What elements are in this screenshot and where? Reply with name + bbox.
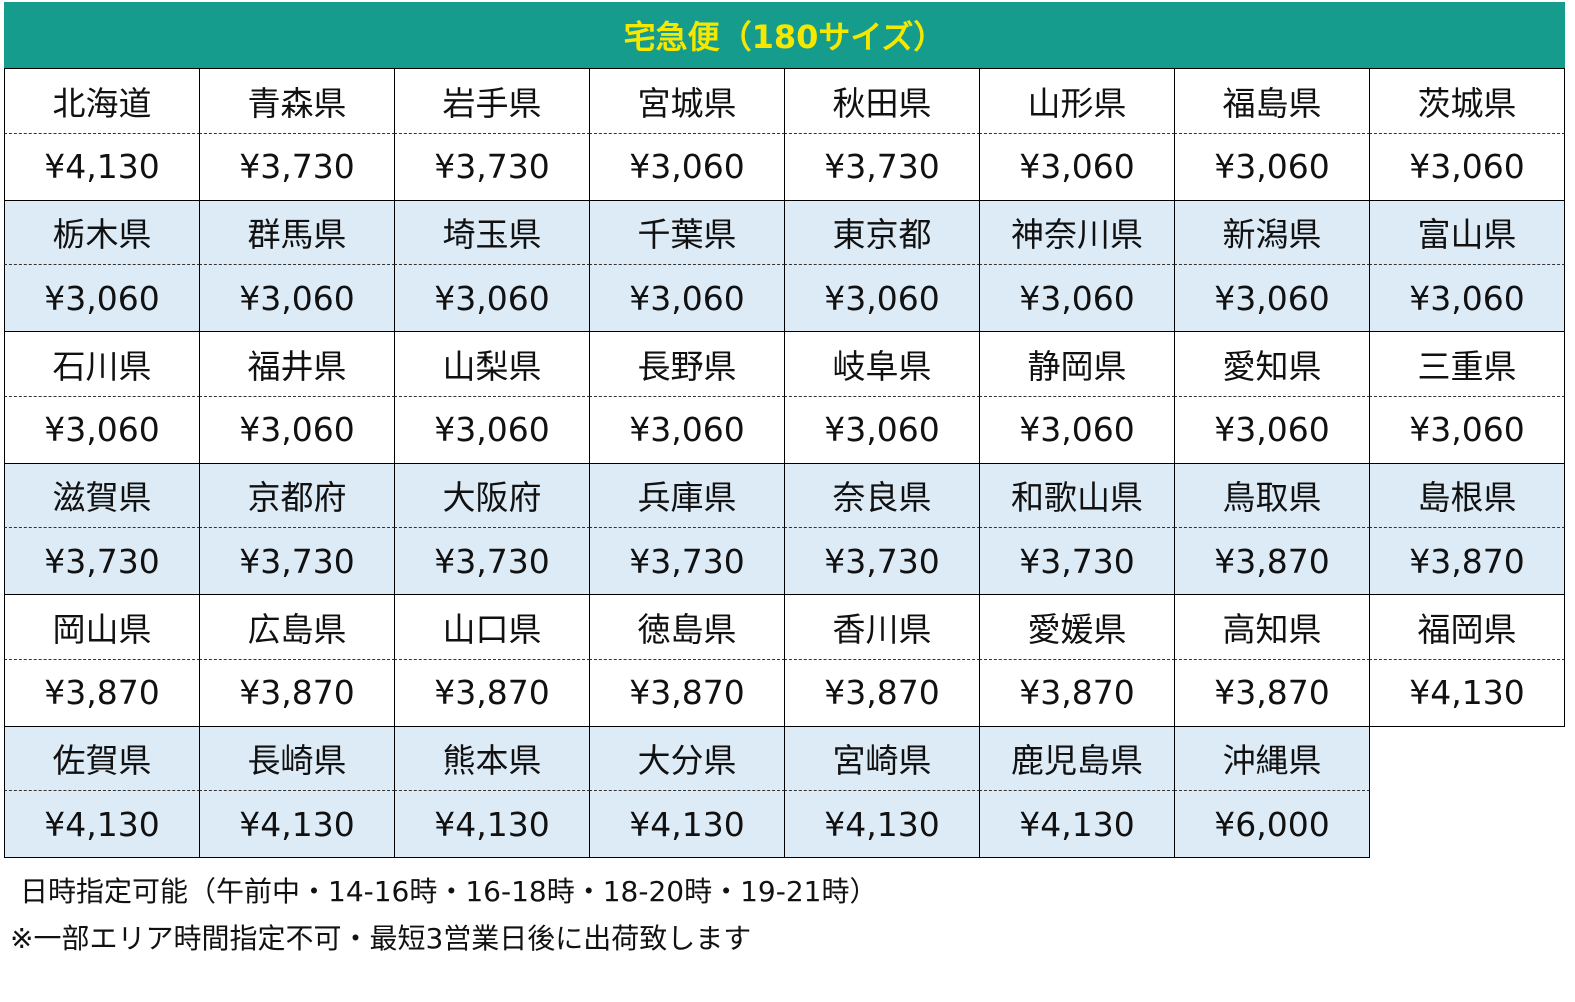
prefecture-name: 千葉県: [589, 199, 785, 266]
prefecture-name: 山梨県: [394, 331, 590, 397]
prefecture-name: 福岡県: [1369, 594, 1565, 660]
shipping-price: ¥3,060: [979, 133, 1175, 201]
shipping-price: ¥4,130: [979, 791, 1175, 858]
prefecture-name: 山形県: [979, 68, 1175, 134]
shipping-price: ¥3,730: [199, 133, 395, 201]
prefecture-name: 埼玉県: [394, 199, 590, 266]
prefecture-name: 山口県: [394, 594, 590, 660]
prefecture-name: 宮城県: [589, 68, 785, 134]
prefecture-name: 高知県: [1174, 594, 1370, 660]
shipping-price: ¥3,730: [784, 528, 980, 595]
prefecture-name: 熊本県: [394, 725, 590, 792]
prefecture-name: 和歌山県: [979, 462, 1175, 529]
prefecture-name: 岩手県: [394, 68, 590, 134]
prefecture-name: 愛知県: [1174, 331, 1370, 397]
shipping-price: ¥4,130: [784, 791, 980, 858]
shipping-price: ¥3,060: [4, 396, 200, 464]
prefecture-name: 青森県: [199, 68, 395, 134]
shipping-price: ¥3,730: [784, 133, 980, 201]
shipping-price: ¥4,130: [394, 791, 590, 858]
prefecture-name: 宮崎県: [784, 725, 980, 792]
prefecture-name: 富山県: [1369, 199, 1565, 266]
shipping-price: ¥3,870: [1174, 659, 1370, 727]
prefecture-name: 群馬県: [199, 199, 395, 266]
shipping-price: ¥3,730: [394, 133, 590, 201]
shipping-price: ¥4,130: [4, 133, 200, 201]
prefecture-name: 島根県: [1369, 462, 1565, 529]
prefecture-name: 北海道: [4, 68, 200, 134]
shipping-price: ¥3,060: [1174, 265, 1370, 332]
delivery-time-note: 日時指定可能（午前中・14-16時・16-18時・18-20時・19-21時）: [20, 875, 878, 908]
shipping-price: ¥3,730: [4, 528, 200, 595]
shipping-price: ¥3,060: [784, 265, 980, 332]
shipping-price: ¥3,060: [1174, 133, 1370, 201]
shipping-price: ¥3,060: [979, 396, 1175, 464]
prefecture-name: 鹿児島県: [979, 725, 1175, 792]
shipping-price: ¥3,060: [1369, 265, 1565, 332]
shipping-price: ¥3,060: [979, 265, 1175, 332]
prefecture-name: 栃木県: [4, 199, 200, 266]
shipping-price: ¥3,870: [1174, 528, 1370, 595]
shipping-price: ¥3,060: [1369, 396, 1565, 464]
prefecture-name: 広島県: [199, 594, 395, 660]
prefecture-name: 新潟県: [1174, 199, 1370, 266]
prefecture-name: 沖縄県: [1174, 725, 1370, 792]
prefecture-name: 秋田県: [784, 68, 980, 134]
shipping-price: ¥3,060: [1369, 133, 1565, 201]
prefecture-name: 茨城県: [1369, 68, 1565, 134]
shipping-price: ¥3,060: [199, 396, 395, 464]
shipping-price: ¥3,730: [589, 528, 785, 595]
prefecture-name: 岡山県: [4, 594, 200, 660]
shipping-price: ¥3,060: [589, 396, 785, 464]
prefecture-name: 神奈川県: [979, 199, 1175, 266]
shipping-price: ¥3,870: [394, 659, 590, 727]
shipping-price: ¥3,870: [199, 659, 395, 727]
prefecture-name: 三重県: [1369, 331, 1565, 397]
shipping-price: ¥4,130: [199, 791, 395, 858]
shipping-price: ¥3,870: [1369, 528, 1565, 595]
prefecture-name: 岐阜県: [784, 331, 980, 397]
prefecture-name: 大阪府: [394, 462, 590, 529]
shipping-price: ¥3,060: [199, 265, 395, 332]
shipping-price: ¥3,060: [589, 265, 785, 332]
prefecture-name: 奈良県: [784, 462, 980, 529]
prefecture-name: 福井県: [199, 331, 395, 397]
prefecture-name: 長野県: [589, 331, 785, 397]
prefecture-name: 滋賀県: [4, 462, 200, 529]
prefecture-name: 徳島県: [589, 594, 785, 660]
shipping-price: ¥3,730: [199, 528, 395, 595]
shipping-price: ¥3,870: [784, 659, 980, 727]
prefecture-name: 長崎県: [199, 725, 395, 792]
shipping-price: ¥3,060: [784, 396, 980, 464]
shipping-price: ¥3,060: [394, 265, 590, 332]
shipping-price: ¥3,060: [589, 133, 785, 201]
table-title: 宅急便（180サイズ）: [4, 2, 1565, 68]
prefecture-name: 大分県: [589, 725, 785, 792]
prefecture-name: 兵庫県: [589, 462, 785, 529]
shipping-price: ¥3,870: [979, 659, 1175, 727]
shipping-price: ¥4,130: [589, 791, 785, 858]
prefecture-name: 京都府: [199, 462, 395, 529]
prefecture-name: 鳥取県: [1174, 462, 1370, 529]
prefecture-name: 愛媛県: [979, 594, 1175, 660]
shipping-price: ¥6,000: [1174, 791, 1370, 858]
prefecture-name: 東京都: [784, 199, 980, 266]
shipping-price: ¥4,130: [4, 791, 200, 858]
caution-note: ※一部エリア時間指定不可・最短3営業日後に出荷致します: [10, 922, 752, 955]
shipping-price: ¥3,060: [4, 265, 200, 332]
shipping-price: ¥3,730: [394, 528, 590, 595]
shipping-price: ¥3,060: [1174, 396, 1370, 464]
prefecture-name: 香川県: [784, 594, 980, 660]
shipping-price: ¥4,130: [1369, 659, 1565, 727]
prefecture-name: 静岡県: [979, 331, 1175, 397]
prefecture-name: 石川県: [4, 331, 200, 397]
prefecture-name: 福島県: [1174, 68, 1370, 134]
shipping-price: ¥3,870: [589, 659, 785, 727]
shipping-price: ¥3,060: [394, 396, 590, 464]
prefecture-name: 佐賀県: [4, 725, 200, 792]
shipping-price: ¥3,730: [979, 528, 1175, 595]
shipping-price: ¥3,870: [4, 659, 200, 727]
